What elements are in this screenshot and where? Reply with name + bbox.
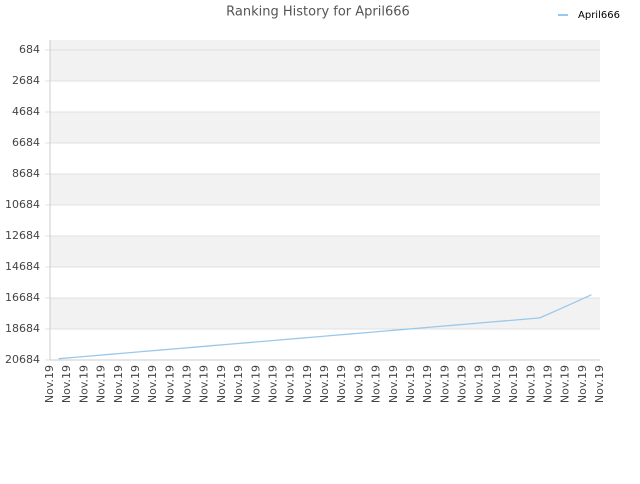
x-tick-label: Nov.19	[60, 365, 73, 403]
y-tick-label: 2684	[12, 74, 40, 87]
y-tick-label: 6684	[12, 136, 40, 149]
x-tick-label: Nov.19	[284, 365, 297, 403]
x-tick-label: Nov.19	[387, 365, 400, 403]
x-tick-label: Nov.19	[438, 365, 451, 403]
x-tick-label: Nov.19	[404, 365, 417, 403]
y-tick-label: 14684	[5, 260, 40, 273]
x-tick-label: Nov.19	[43, 365, 56, 403]
x-tick-label: Nov.19	[335, 365, 348, 403]
x-tick-label: Nov.19	[301, 365, 314, 403]
y-tick-label: 4684	[12, 105, 40, 118]
grid-band	[50, 80, 600, 112]
grid-band	[50, 142, 600, 174]
x-tick-label: Nov.19	[181, 365, 194, 403]
x-tick-label: Nov.19	[559, 365, 572, 403]
x-tick-label: Nov.19	[370, 365, 383, 403]
x-tick-label: Nov.19	[421, 365, 434, 403]
grid-band	[50, 328, 600, 360]
x-tick-label: Nov.19	[473, 365, 486, 403]
chart-title: Ranking History for April666	[226, 5, 410, 20]
x-tick-label: Nov.19	[198, 365, 211, 403]
x-tick-label: Nov.19	[266, 365, 279, 403]
x-tick-label: Nov.19	[77, 365, 90, 403]
y-tick-label: 684	[19, 43, 40, 56]
x-tick-label: Nov.19	[576, 365, 589, 403]
y-tick-label: 12684	[5, 229, 40, 242]
legend-label: April666	[578, 10, 620, 21]
x-tick-label: Nov.19	[163, 365, 176, 403]
x-tick-label: Nov.19	[456, 365, 469, 403]
x-tick-label: Nov.19	[146, 365, 159, 403]
x-tick-label: Nov.19	[95, 365, 108, 403]
x-tick-label: Nov.19	[215, 365, 228, 403]
y-tick-label: 18684	[5, 322, 40, 335]
grid-band	[50, 266, 600, 298]
x-tick-label: Nov.19	[593, 365, 606, 403]
x-tick-label: Nov.19	[232, 365, 245, 403]
x-tick-label: Nov.19	[352, 365, 365, 403]
y-tick-label: 10684	[5, 198, 40, 211]
x-tick-label: Nov.19	[524, 365, 537, 403]
x-tick-label: Nov.19	[507, 365, 520, 403]
data-line	[58, 294, 592, 360]
y-tick-label: 8684	[12, 167, 40, 180]
grid-band	[50, 204, 600, 236]
x-tick-label: Nov.19	[249, 365, 262, 403]
y-tick-label: 20684	[5, 353, 40, 366]
x-tick-label: Nov.19	[541, 365, 554, 403]
x-tick-label: Nov.19	[112, 365, 125, 403]
x-tick-label: Nov.19	[490, 365, 503, 403]
x-tick-label: Nov.19	[129, 365, 142, 403]
x-tick-label: Nov.19	[318, 365, 331, 403]
y-tick-label: 16684	[5, 291, 40, 304]
